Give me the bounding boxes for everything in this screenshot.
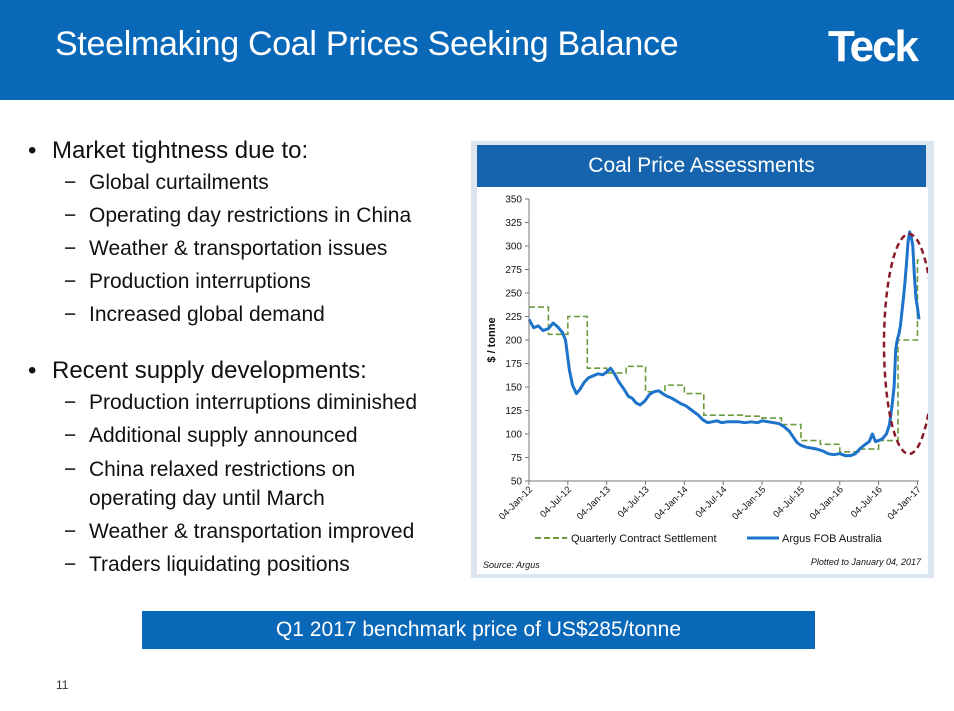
sub-bullet-text: Global curtailments <box>89 171 269 194</box>
y-tick-label: 150 <box>505 383 522 394</box>
sub-bullet-item: − Production interruptions <box>28 265 468 298</box>
y-tick-label: 175 <box>505 359 522 370</box>
bullet-item: • Recent supply developments: <box>28 357 367 384</box>
y-tick-label: 250 <box>505 289 522 300</box>
sub-bullet-item: − Traders liquidating positions <box>28 548 468 581</box>
x-tick-label: 04-Jan-15 <box>730 484 768 522</box>
x-tick-label: 04-Jul-14 <box>694 484 730 520</box>
sub-bullet-item: − China relaxed restrictions on operating… <box>28 452 468 515</box>
sub-bullet-item: − Weather & transportation issues <box>28 232 468 265</box>
y-tick-label: 200 <box>505 336 522 347</box>
series-argus-line <box>527 230 921 458</box>
chart-title: Coal Price Assessments <box>477 145 926 187</box>
y-tick-label: 350 <box>505 195 522 206</box>
title-bar: Steelmaking Coal Prices Seeking Balance … <box>0 0 954 100</box>
plot-area: 50 75 100 125 150 175 200 225 250 275 300 325 350 $ /… <box>477 187 936 574</box>
bullet-text: Recent supply developments: <box>52 357 367 384</box>
chart-panel: Coal Price Assessments 50 75 100 125 150 175 2… <box>471 141 936 578</box>
sub-bullet-text: China relaxed restrictions on operating … <box>89 458 356 510</box>
y-tick-label: 100 <box>505 430 522 441</box>
y-tick-label: 75 <box>511 453 523 464</box>
page-number: 11 <box>56 678 69 692</box>
bullet-item: • Market tightness due to: <box>28 137 309 164</box>
x-tick-label: 04-Jan-14 <box>652 484 690 522</box>
legend-label-argus: Argus FOB Australia <box>782 533 883 545</box>
y-tick-label: 125 <box>505 406 522 417</box>
y-axis-label: $ / tonne <box>486 317 498 362</box>
x-tick-label: 04-Jul-13 <box>616 484 652 520</box>
sub-bullet-text: Operating day restrictions in China <box>89 204 412 227</box>
chart-plotted-note: Plotted to January 04, 2017 <box>811 557 922 567</box>
chart-source: Source: Argus <box>483 560 540 570</box>
sub-bullet-text: Weather & transportation improved <box>89 520 415 543</box>
slide-title: Steelmaking Coal Prices Seeking Balance <box>55 25 679 63</box>
series-contract-line <box>529 259 919 453</box>
y-tick-label: 325 <box>505 218 522 229</box>
y-tick-label: 300 <box>505 242 522 253</box>
sub-bullet-item: − Production interruptions diminished <box>28 386 468 419</box>
sub-bullet-text: Traders liquidating positions <box>89 553 350 576</box>
x-tick-label: 04-Jan-16 <box>808 484 846 522</box>
sub-bullet-text: Weather & transportation issues <box>89 237 388 260</box>
legend-label-contract: Quarterly Contract Settlement <box>571 533 717 545</box>
bullet-list: • Market tightness due to: − Global curtai… <box>28 136 468 581</box>
sub-bullet-text: Increased global demand <box>89 303 325 326</box>
legend: Quarterly Contract Settlement Argus FOB … <box>535 533 883 545</box>
sub-bullet-item: − Increased global demand <box>28 298 468 331</box>
sub-bullet-item: − Additional supply announced <box>28 419 468 452</box>
coal-price-chart: 50 75 100 125 150 175 200 225 250 275 300 325 350 $ /… <box>483 195 936 570</box>
x-tick-label: 04-Jul-15 <box>771 484 807 520</box>
sub-bullet-item: − Weather & transportation improved <box>28 515 468 548</box>
benchmark-banner: Q1 2017 benchmark price of US$285/tonne <box>142 611 815 649</box>
x-tick-label: 04-Jan-17 <box>886 484 924 522</box>
y-tick-label: 50 <box>511 477 523 488</box>
sub-bullet-item: − Global curtailments <box>28 166 468 199</box>
x-tick-label: 04-Jul-16 <box>849 484 885 520</box>
y-tick-label: 225 <box>505 312 522 323</box>
sub-bullet-text: Additional supply announced <box>89 424 358 447</box>
teck-logo: Teck <box>828 22 919 71</box>
sub-bullet-text: Production interruptions diminished <box>89 391 418 414</box>
y-tick-label: 275 <box>505 265 522 276</box>
sub-bullet-item: − Operating day restrictions in China <box>28 199 468 232</box>
x-tick-label: 04-Jan-12 <box>497 484 535 522</box>
bullet-text: Market tightness due to: <box>52 137 309 164</box>
sub-bullet-text: Production interruptions <box>89 270 311 293</box>
x-tick-label: 04-Jul-12 <box>538 484 574 520</box>
x-tick-label: 04-Jan-13 <box>575 484 613 522</box>
